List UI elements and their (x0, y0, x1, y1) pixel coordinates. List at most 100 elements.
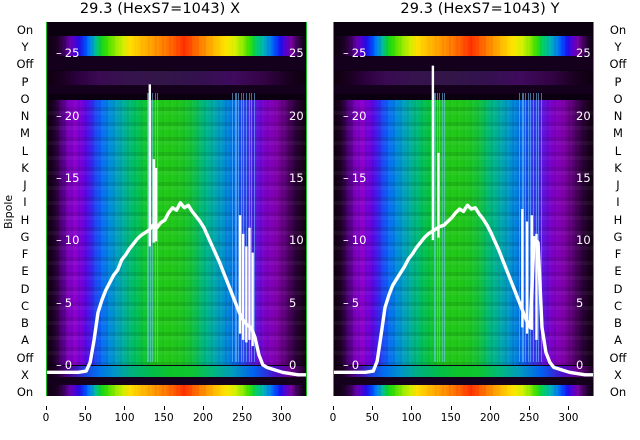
y-category-left-M-6: M (20, 126, 30, 141)
x-tick-mark (529, 406, 531, 410)
y-tick-inner-x-5: –5 (56, 295, 73, 310)
x-tick-label-x-200: 200 (192, 412, 213, 424)
y-category-left-B-17: B (21, 316, 29, 331)
y-category-left-O-4: O (20, 91, 30, 106)
heatmap-band-gap_dark (334, 56, 593, 70)
x-tick-label-x-150: 150 (153, 412, 174, 424)
panel-y-title: 29.3 (HexS7=1043) Y (400, 1, 560, 17)
trace-overlay-x (47, 84, 306, 377)
x-tick-label-x-50: 50 (78, 412, 92, 424)
heatmap-band-gap_dark3 (47, 377, 306, 388)
y-tick-inner-x-15: –15 (56, 170, 80, 185)
heatmap-band-gap_dark (47, 56, 306, 70)
heatmap-band-gap_dark2 (47, 84, 306, 94)
x-tick-mark (372, 406, 374, 410)
y-category-left-Y-1: Y (21, 40, 29, 55)
heatmap-band-gap_dark3 (334, 377, 593, 388)
x-tick-mark (202, 406, 204, 410)
y-category-right-M-6: M (613, 126, 623, 141)
y-category-right-I-10: I (616, 195, 620, 210)
x-tick-label-y-200: 200 (479, 412, 500, 424)
x-tick-label-y-150: 150 (440, 412, 461, 424)
x-tick-mark (46, 406, 47, 410)
y-category-right-C-16: C (613, 298, 623, 313)
y-category-right-J-9: J (616, 178, 620, 193)
y-tick-inner-right-y-0: 0 (576, 357, 584, 372)
x-tick-label-y-50: 50 (365, 412, 379, 424)
x-tick-mark (411, 406, 413, 410)
heatmap-band-bottom_rim (334, 366, 593, 379)
x-tick-mark (568, 406, 570, 410)
y-tick-inner-right-x-0: 0 (289, 357, 297, 372)
y-category-left-E-14: E (21, 264, 29, 279)
x-tick-mark (450, 406, 452, 410)
x-tick-label-y-100: 100 (401, 412, 422, 424)
plot-area-x[interactable] (46, 22, 307, 396)
y-tick-inner-y-10: –10 (343, 233, 367, 248)
x-tick-label-y-250: 250 (519, 412, 540, 424)
y-category-left-H-11: H (20, 212, 30, 227)
x-tick-label-y-300: 300 (558, 412, 579, 424)
y-category-right-B-17: B (614, 316, 622, 331)
y-category-left-Off-19: Off (16, 350, 34, 365)
x-tick-mark (163, 406, 165, 410)
y-category-left-G-12: G (20, 229, 30, 244)
x-tick-mark (333, 406, 334, 410)
y-tick-inner-y-0: –0 (343, 357, 360, 372)
panel-y: 29.3 (HexS7=1043) Y –25 25 –20 20 –15 15 –10 10… (320, 0, 640, 440)
y-tick-inner-y-5: –5 (343, 295, 360, 310)
y-category-left-N-5: N (20, 109, 30, 124)
x-tick-mark (124, 406, 126, 410)
y-category-left-D-15: D (20, 281, 30, 296)
heatmap-band-bottom_rim (47, 366, 306, 379)
y-category-left-L-7: L (21, 143, 29, 158)
y-category-right-On-21: On (609, 385, 627, 399)
y-category-left-P-3: P (21, 74, 29, 89)
amplitude-trace (334, 203, 593, 377)
y-category-right-E-14: E (614, 264, 622, 279)
y-tick-inner-y-25: –25 (343, 46, 367, 61)
y-category-right-On-0: On (609, 23, 627, 37)
y-tick-inner-right-x-20: 20 (289, 108, 304, 123)
y-category-right-Y-1: Y (614, 40, 622, 55)
y-category-right-P-3: P (614, 74, 622, 89)
heatmap-band-dim_band (47, 71, 306, 85)
y-category-right-D-15: D (613, 281, 623, 296)
amplitude-trace (47, 201, 306, 377)
y-tick-inner-right-y-25: 25 (576, 46, 591, 61)
y-category-left-J-9: J (23, 178, 27, 193)
panel-x: 29.3 (HexS7=1043) X –25 25 –20 20 –15 15 –10 10… (46, 1, 307, 396)
x-tick-label-x-250: 250 (232, 412, 253, 424)
panel-x-title: 29.3 (HexS7=1043) X (79, 1, 241, 17)
y-category-right-G-12: G (613, 229, 623, 244)
trace-overlay-y (334, 65, 593, 377)
x-tick-mark (85, 406, 87, 410)
y-category-left-F-13: F (21, 247, 29, 262)
y-category-left-C-16: C (20, 298, 30, 313)
y-tick-inner-x-25: –25 (56, 46, 80, 61)
y-tick-inner-x-0: –0 (56, 357, 73, 372)
y-tick-inner-right-x-10: 10 (289, 233, 304, 248)
y-tick-inner-right-y-15: 15 (576, 170, 591, 185)
plot-area-y[interactable] (333, 22, 594, 396)
y-tick-inner-x-20: –20 (56, 108, 80, 123)
x-tick-label-y-0: 0 (329, 412, 337, 424)
y-category-left-Off-2: Off (16, 57, 34, 72)
y-tick-inner-right-x-5: 5 (289, 295, 297, 310)
y-category-left-On-0: On (16, 23, 34, 37)
y-category-left-On-21: On (16, 385, 34, 399)
y-tick-inner-right-y-10: 10 (576, 233, 591, 248)
y-category-left-X-20: X (21, 367, 29, 382)
heatmap-band-dim_band (334, 71, 593, 85)
y-category-right-A-18: A (614, 333, 622, 348)
y-tick-inner-y-20: –20 (343, 108, 367, 123)
x-tick-mark (242, 406, 244, 410)
y-category-right-Off-19: Off (609, 350, 627, 365)
y-category-left-A-18: A (21, 333, 29, 348)
y-tick-inner-right-x-25: 25 (289, 46, 304, 61)
heatmap-band-gap_dark2 (334, 84, 593, 94)
y-category-right-Off-2: Off (609, 57, 627, 72)
y-category-right-K-8: K (614, 160, 622, 175)
y-category-left-K-8: K (21, 160, 29, 175)
